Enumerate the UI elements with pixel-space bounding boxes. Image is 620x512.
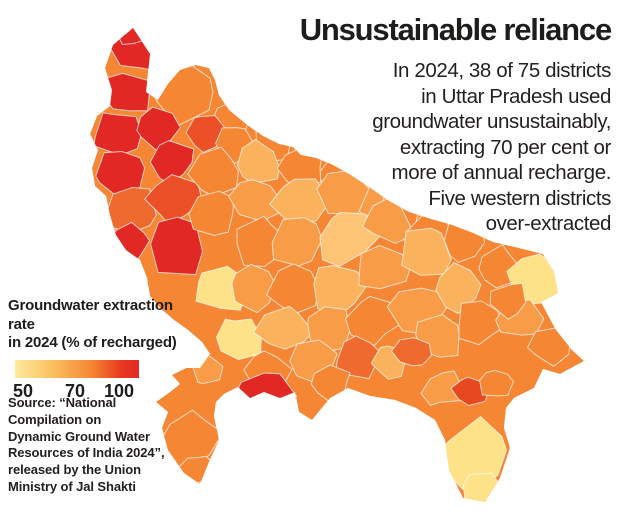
text-line: Resources of India 2024”, [8,445,165,461]
district [391,337,432,367]
text-line: Compilation on [8,411,102,427]
district [489,282,527,320]
district [358,245,411,290]
text-line: in 2024 (% of recharged) [8,334,177,351]
text-line: Ministry of Jal Shakti [8,478,136,494]
text-line: more of annual recharge. [391,161,612,184]
legend-tick-70: 70 [65,380,86,401]
district [479,369,514,397]
district [236,139,280,184]
legend-ticks: 50 70 100 [8,381,193,403]
legend: Groundwater extraction rate in 2024 (% of… [8,297,193,403]
district [93,112,143,156]
text-line: Five western districts [428,186,611,210]
district [116,28,151,45]
district [228,179,286,222]
district [335,335,382,380]
district [420,370,463,406]
source-note: Source: “National Compilation on Dynamic G… [8,395,165,496]
text-line: In 2024, 38 of 75 districts [392,59,612,82]
legend-title: Groundwater extraction rate in 2024 (% of… [8,297,193,353]
district [99,72,151,112]
district [345,295,402,347]
legend-tick-100: 100 [104,380,135,401]
page-title: Unsustainable reliance [299,12,612,47]
district [271,217,323,267]
subtitle: In 2024, 38 of 75 districts in Uttar Prad… [372,58,611,237]
legend-tick-50: 50 [13,380,34,401]
district [150,216,203,276]
district [216,318,262,361]
legend-gradient-bar [15,359,139,378]
text-line: Dynamic Ground Water [8,428,150,444]
district [401,227,452,276]
text-line: released by the Union [8,462,141,478]
district [458,300,505,346]
text-line: Groundwater extraction rate [8,297,173,333]
text-line: groundwater unsustainably, [372,110,611,133]
text-line: extracting 70 per cent or [399,135,611,159]
district [266,263,319,314]
text-line: Source: “National [8,395,117,410]
district [187,146,239,197]
district [462,472,500,502]
district [231,263,277,314]
district [313,265,369,314]
text-line: over-extracted [485,212,612,235]
text-line: in Uttar Pradesh used [421,84,611,108]
